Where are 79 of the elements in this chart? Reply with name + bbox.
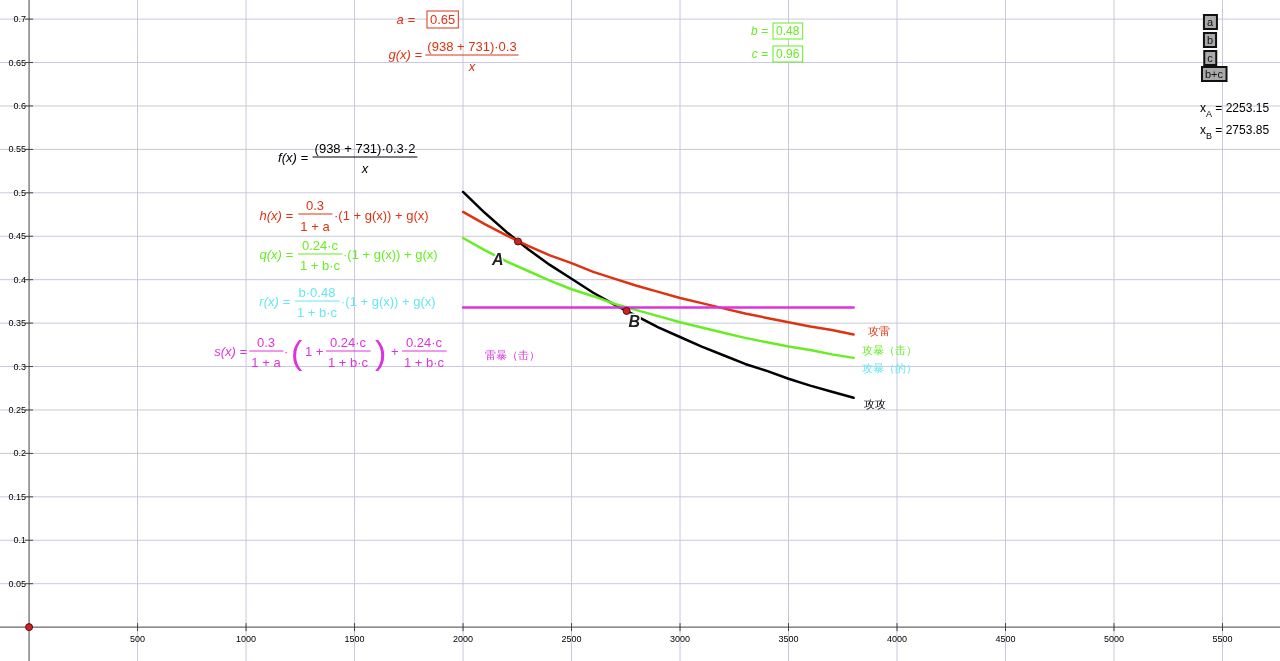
annotation: 1 + b·c [299,258,341,273]
series-label: 攻攻 [863,397,886,410]
x-tick-label: 4000 [887,634,908,645]
annotation: b [1206,34,1214,46]
annotation: a = [396,12,416,27]
y-tick-label: 0.25 [8,404,27,415]
annotation: (938 + 731)·0.3 [427,39,517,54]
y-tick-label: 0.7 [13,14,27,25]
annotation: g(x) = [388,47,423,62]
annotation: b = [750,24,768,38]
annotation: · [284,344,289,359]
annotation: 1 + a [251,355,282,370]
annotation: r(x) = [259,294,291,309]
x-tick-label: 5500 [1212,634,1233,645]
annotation: h(x) = [259,208,294,223]
y-tick-label: 0.55 [8,144,27,155]
series-label: 攻雷 [867,325,890,338]
annotation: 1 + a [300,219,331,234]
annotation: b·0.48 [298,285,336,300]
y-tick-label: 0.05 [8,578,27,589]
x-tick-label: 1500 [344,634,365,645]
annotation: ·(1 + g(x)) + g(x) [334,208,429,223]
y-tick-label: 0.35 [8,318,27,329]
annotation: + [391,344,399,359]
annotation: a [1206,16,1214,28]
annotation: 0.24·c [329,335,367,350]
y-tick-label: 0.6 [13,100,27,111]
line-series [461,210,855,336]
annotation: ( [291,333,303,371]
annotation: f(x) = [278,150,309,165]
annotation: 0.3 [256,335,276,350]
line-series [461,236,855,360]
point [622,306,631,315]
annotation: x [360,161,369,176]
x-tick-label: 2500 [561,634,582,645]
annotation: 0.24·c [301,238,339,253]
annotation: 1 + b·c [327,355,369,370]
annotation: x [467,59,476,74]
annotation: b+c [1204,68,1224,80]
annotation: c [1207,52,1214,64]
annotation: 1 + [305,344,324,359]
y-tick-label: 0.1 [13,535,27,546]
legend-label: 攻暴（的） [861,361,917,374]
annotation: 0.48 [776,24,800,38]
annotation: ·(1 + g(x)) + g(x) [343,247,438,262]
line-series [461,190,855,400]
series-label: 攻暴（击） [861,343,917,356]
annotation: (938 + 731)·0.3·2 [314,141,416,156]
y-tick-label: 0.3 [13,361,27,372]
annotation: B [628,312,641,330]
annotation: 0.3 [305,198,325,213]
x-tick-label: 3500 [778,634,799,645]
annotation: 0.96 [776,47,800,61]
annotation: c = [751,47,768,61]
x-tick-label: 500 [130,634,146,645]
x-tick-label: 2000 [453,634,474,645]
x-tick-label: 1000 [236,634,257,645]
y-tick-label: 0.15 [8,491,27,502]
y-tick-label: 0.2 [13,448,27,459]
annotation: x$_{B}$ = 2753.85 [1200,123,1270,141]
y-tick-label: 0.5 [13,187,27,198]
text: 雷暴（击） [485,349,541,362]
annotation: s(x) = [214,344,248,359]
annotation: 1 + b·c [296,305,338,320]
x-tick-label: 4500 [995,634,1016,645]
y-tick-label: 0.65 [8,57,27,68]
annotation: 1 + b·c [403,355,445,370]
x-tick-label: 3000 [670,634,691,645]
point [513,237,522,246]
point [25,623,34,632]
annotation: ·(1 + g(x)) + g(x) [341,294,436,309]
annotation: 0.65 [430,12,456,27]
y-tick-label: 0.4 [13,274,27,285]
y-tick-label: 0.45 [8,231,27,242]
annotation: x$_{A}$ = 2253.15 [1200,101,1270,119]
annotation: q(x) = [259,247,294,262]
annotation: ) [375,333,387,371]
x-tick-label: 5000 [1103,634,1125,645]
annotation: 0.24·c [405,335,443,350]
